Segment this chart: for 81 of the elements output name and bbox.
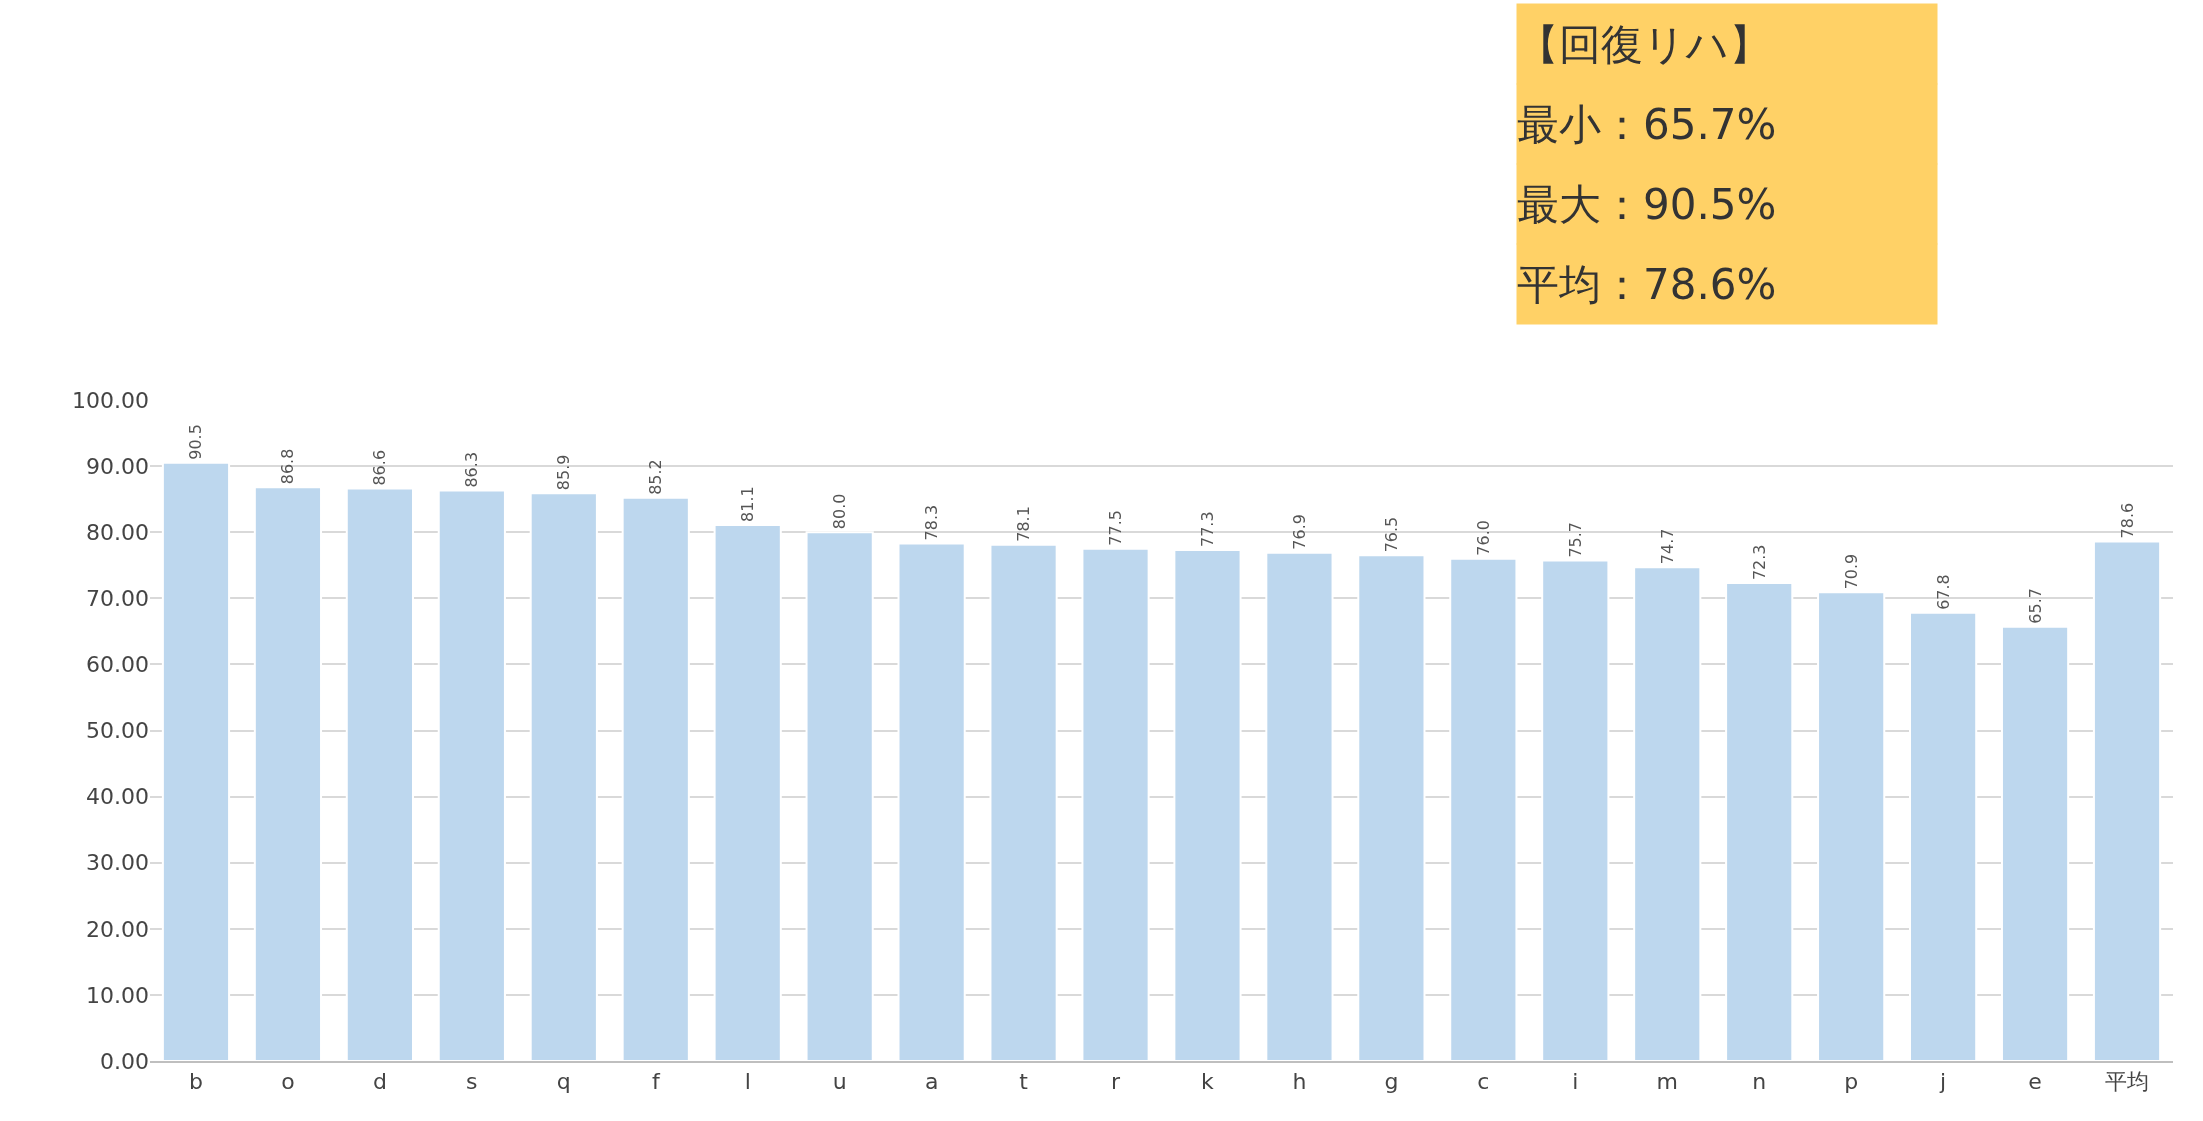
bar xyxy=(161,461,231,1061)
x-tick-label: g xyxy=(1384,1069,1399,1095)
data-label: 77.3 xyxy=(1197,511,1217,548)
data-label: 72.3 xyxy=(1749,544,1769,581)
data-label: 85.9 xyxy=(554,454,574,491)
data-label: 76.0 xyxy=(1473,520,1493,556)
bar xyxy=(1265,551,1334,1061)
data-label: 70.9 xyxy=(1841,553,1861,590)
x-tick-label: t xyxy=(1019,1069,1029,1095)
data-label: 86.8 xyxy=(278,448,298,485)
x-tick-label: f xyxy=(651,1069,661,1095)
bar xyxy=(805,531,874,1061)
bar xyxy=(1633,566,1702,1061)
data-label: 90.5 xyxy=(186,424,206,460)
data-label: 65.7 xyxy=(2025,588,2045,624)
y-tick-label: 30.00 xyxy=(86,850,149,876)
y-tick-label: 20.00 xyxy=(86,916,149,942)
x-tick-label: r xyxy=(1111,1069,1121,1095)
y-tick-label: 50.00 xyxy=(86,718,149,744)
data-label: 78.1 xyxy=(1014,506,1034,542)
x-tick-label: d xyxy=(372,1069,387,1095)
x-tick-label: c xyxy=(1477,1069,1490,1095)
y-tick-label: 70.00 xyxy=(86,586,149,611)
y-tick-label: 10.00 xyxy=(86,982,149,1008)
x-tick-label: s xyxy=(466,1069,478,1095)
data-label: 77.5 xyxy=(1106,510,1126,546)
bar xyxy=(345,487,414,1061)
bar xyxy=(621,496,690,1061)
bar xyxy=(1081,547,1150,1061)
text: 最大：90.5% xyxy=(1517,179,1777,229)
x-tick-label: q xyxy=(556,1069,571,1095)
bar xyxy=(1449,557,1518,1061)
data-label: 85.2 xyxy=(646,459,666,495)
bar xyxy=(437,489,506,1061)
text: 【回復リハ】 xyxy=(1517,19,1771,69)
data-label: 75.7 xyxy=(1565,521,1585,558)
x-tick-label: j xyxy=(1939,1069,1947,1095)
bar xyxy=(1541,559,1610,1061)
x-tick-label: p xyxy=(1844,1069,1859,1095)
y-tick-label: 40.00 xyxy=(86,784,149,810)
data-label: 76.9 xyxy=(1289,514,1309,550)
y-tick-label: 90.00 xyxy=(86,453,149,479)
bar xyxy=(2000,625,2070,1061)
x-tick-label: h xyxy=(1292,1069,1307,1095)
y-tick-label: 60.00 xyxy=(86,652,149,678)
y-tick-label: 0.00 xyxy=(100,1048,149,1074)
x-tick-label: a xyxy=(924,1069,939,1095)
text: 平均：78.6% xyxy=(1517,259,1777,309)
bar xyxy=(253,486,323,1061)
bar xyxy=(529,492,598,1061)
y-tick-label: 100.00 xyxy=(72,387,149,413)
data-label: 67.8 xyxy=(1933,574,1953,610)
data-label: 80.0 xyxy=(830,493,850,530)
data-label: 81.1 xyxy=(738,486,758,522)
bar xyxy=(2092,540,2162,1061)
x-tick-label: i xyxy=(1572,1069,1579,1095)
bar xyxy=(989,543,1058,1061)
y-tick-label: 80.00 xyxy=(86,519,149,545)
x-tick-label: b xyxy=(189,1069,203,1095)
bar xyxy=(713,523,782,1061)
data-label: 86.6 xyxy=(370,449,390,486)
data-label: 74.7 xyxy=(1657,528,1677,565)
bar xyxy=(1357,554,1426,1061)
x-tick-label: u xyxy=(832,1069,847,1095)
bar xyxy=(1173,549,1242,1061)
data-label: 78.6 xyxy=(2117,502,2137,539)
x-tick-label: 平均 xyxy=(2105,1069,2150,1095)
x-tick-label: n xyxy=(1752,1069,1767,1095)
data-label: 86.3 xyxy=(462,451,482,488)
x-tick-label: m xyxy=(1656,1069,1678,1095)
bar xyxy=(897,542,966,1061)
x-tick-label: l xyxy=(744,1069,751,1095)
bar xyxy=(1817,591,1886,1061)
x-tick-label: k xyxy=(1201,1069,1215,1095)
bar xyxy=(1725,582,1794,1061)
data-label: 78.3 xyxy=(922,504,942,541)
bar xyxy=(1909,611,1978,1061)
x-tick-label: o xyxy=(281,1069,295,1095)
text: 最小：65.7% xyxy=(1517,99,1777,149)
data-label: 76.5 xyxy=(1381,516,1401,553)
x-tick-label: e xyxy=(2028,1069,2042,1095)
